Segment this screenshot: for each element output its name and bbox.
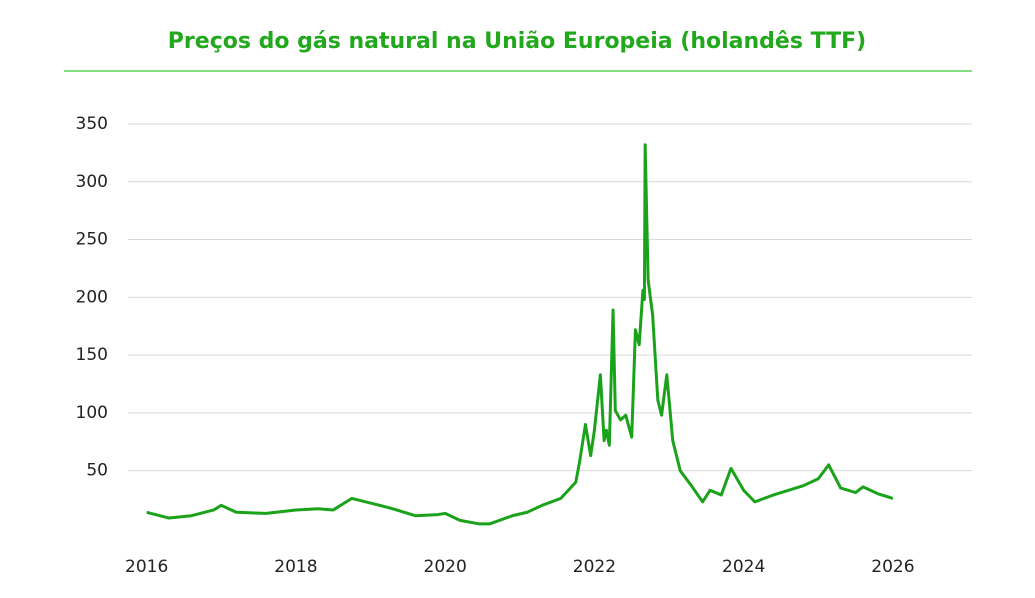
y-tick-label: 50 <box>86 461 108 481</box>
y-tick-label: 250 <box>76 230 108 250</box>
x-tick-label: 2026 <box>871 557 914 577</box>
x-tick-label: 2024 <box>722 557 765 577</box>
y-tick-label: 100 <box>76 403 108 423</box>
y-tick-label: 300 <box>76 172 108 192</box>
x-tick-label: 2022 <box>573 557 616 577</box>
y-tick-label: 350 <box>76 114 108 134</box>
y-tick-label: 200 <box>76 287 108 307</box>
x-tick-label: 2020 <box>424 557 467 577</box>
y-tick-label: 150 <box>76 345 108 365</box>
price-line <box>146 143 894 526</box>
x-tick-label: 2018 <box>274 557 317 577</box>
x-tick-label: 2016 <box>125 557 168 577</box>
chart-title: Preços do gás natural na União Europeia … <box>168 29 866 54</box>
